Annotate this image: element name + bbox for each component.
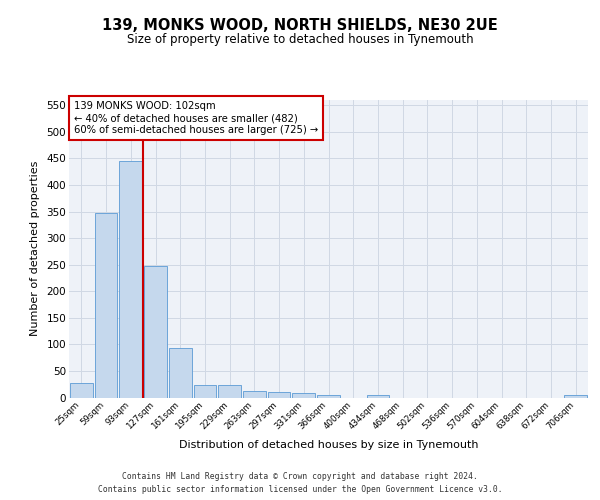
Bar	[218, 385, 241, 398]
X-axis label: Distribution of detached houses by size in Tynemouth: Distribution of detached houses by size …	[179, 440, 478, 450]
Bar	[317, 395, 340, 398]
Bar	[564, 396, 587, 398]
Bar	[144, 266, 167, 398]
Text: Contains HM Land Registry data © Crown copyright and database right 2024.
Contai: Contains HM Land Registry data © Crown c…	[98, 472, 502, 494]
Bar	[194, 385, 216, 398]
Text: 139, MONKS WOOD, NORTH SHIELDS, NE30 2UE: 139, MONKS WOOD, NORTH SHIELDS, NE30 2UE	[102, 18, 498, 32]
Bar	[70, 383, 93, 398]
Bar	[268, 392, 290, 398]
Bar	[169, 348, 191, 398]
Bar	[119, 161, 142, 398]
Bar	[243, 390, 266, 398]
Bar	[95, 212, 118, 398]
Y-axis label: Number of detached properties: Number of detached properties	[29, 161, 40, 336]
Bar	[367, 396, 389, 398]
Text: Size of property relative to detached houses in Tynemouth: Size of property relative to detached ho…	[127, 32, 473, 46]
Text: 139 MONKS WOOD: 102sqm
← 40% of detached houses are smaller (482)
60% of semi-de: 139 MONKS WOOD: 102sqm ← 40% of detached…	[74, 102, 319, 134]
Bar	[292, 393, 315, 398]
